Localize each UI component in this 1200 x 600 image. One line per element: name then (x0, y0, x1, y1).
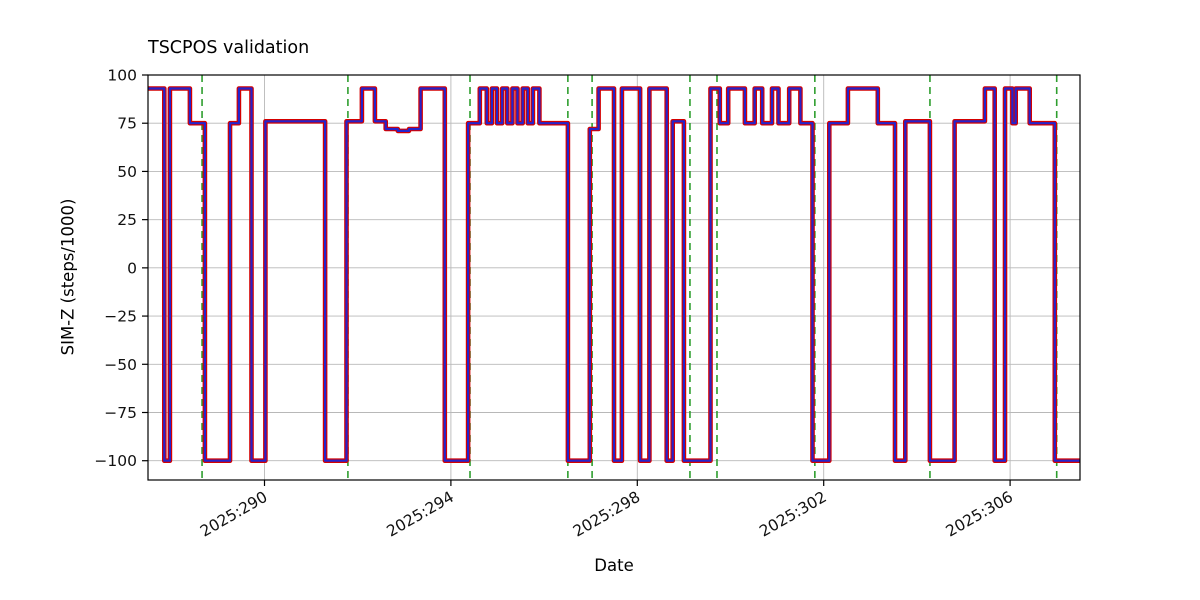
svg-text:75: 75 (117, 115, 137, 133)
x-axis-label: Date (594, 556, 634, 575)
svg-text:2025:302: 2025:302 (756, 488, 829, 541)
svg-text:−25: −25 (104, 308, 137, 326)
svg-text:0: 0 (127, 259, 137, 277)
svg-text:50: 50 (117, 163, 137, 181)
svg-text:−100: −100 (94, 452, 137, 470)
chart-title: TSCPOS validation (148, 38, 310, 58)
svg-text:2025:290: 2025:290 (197, 488, 270, 541)
svg-text:2025:298: 2025:298 (570, 488, 643, 541)
y-axis-label: SIM-Z (steps/1000) (58, 198, 78, 356)
svg-text:2025:306: 2025:306 (943, 488, 1016, 541)
svg-text:−50: −50 (104, 356, 137, 374)
svg-text:2025:294: 2025:294 (384, 488, 457, 541)
svg-text:−75: −75 (104, 404, 137, 422)
svg-text:25: 25 (117, 211, 137, 229)
svg-text:100: 100 (107, 67, 137, 85)
